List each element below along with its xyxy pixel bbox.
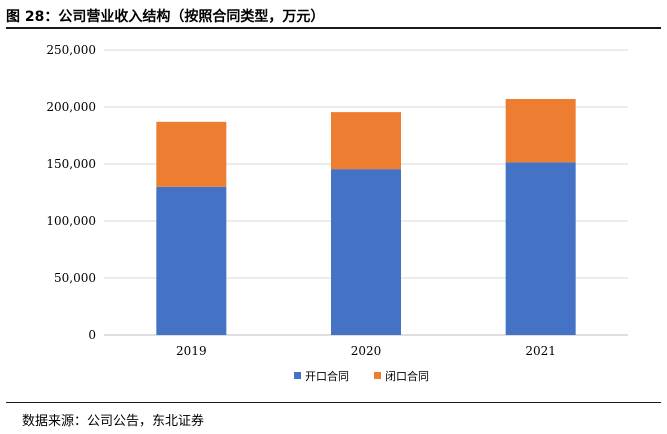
x-tick-label: 2020 bbox=[351, 344, 382, 358]
x-tick-label: 2019 bbox=[176, 344, 207, 358]
legend-label: 闭口合同 bbox=[385, 369, 429, 383]
y-tick-label: 50,000 bbox=[54, 271, 96, 285]
y-tick-label: 100,000 bbox=[46, 214, 96, 228]
bar-segment bbox=[505, 162, 576, 335]
stacked-bar-chart: 0 50,000 100,000 150,000 200,000 250,000 2019 2… bbox=[46, 43, 628, 383]
top-rule bbox=[6, 27, 661, 29]
source-note: 数据来源：公司公告，东北证券 bbox=[22, 414, 205, 429]
legend-swatch bbox=[374, 372, 381, 379]
y-tick-label: 250,000 bbox=[46, 43, 96, 57]
bar-segment bbox=[331, 169, 401, 335]
legend-label: 开口合同 bbox=[305, 369, 349, 383]
figure-header: 图 28：公司营业收入结构（按照合同类型，万元） bbox=[6, 6, 661, 28]
bar-segment bbox=[505, 99, 576, 163]
figure-title: 图 28：公司营业收入结构（按照合同类型，万元） bbox=[6, 9, 325, 25]
y-tick-label: 150,000 bbox=[46, 157, 96, 171]
bar-segment bbox=[331, 112, 401, 170]
y-tick-label: 200,000 bbox=[46, 100, 96, 114]
bar-segment bbox=[156, 121, 227, 187]
bottom-rule bbox=[6, 402, 661, 403]
y-tick-label: 0 bbox=[88, 328, 96, 342]
x-tick-label: 2021 bbox=[525, 344, 556, 358]
legend-swatch bbox=[294, 372, 301, 379]
chart-area: 0 50,000 100,000 150,000 200,000 250,000 2019 2… bbox=[6, 30, 661, 397]
bar-segment bbox=[156, 186, 227, 335]
